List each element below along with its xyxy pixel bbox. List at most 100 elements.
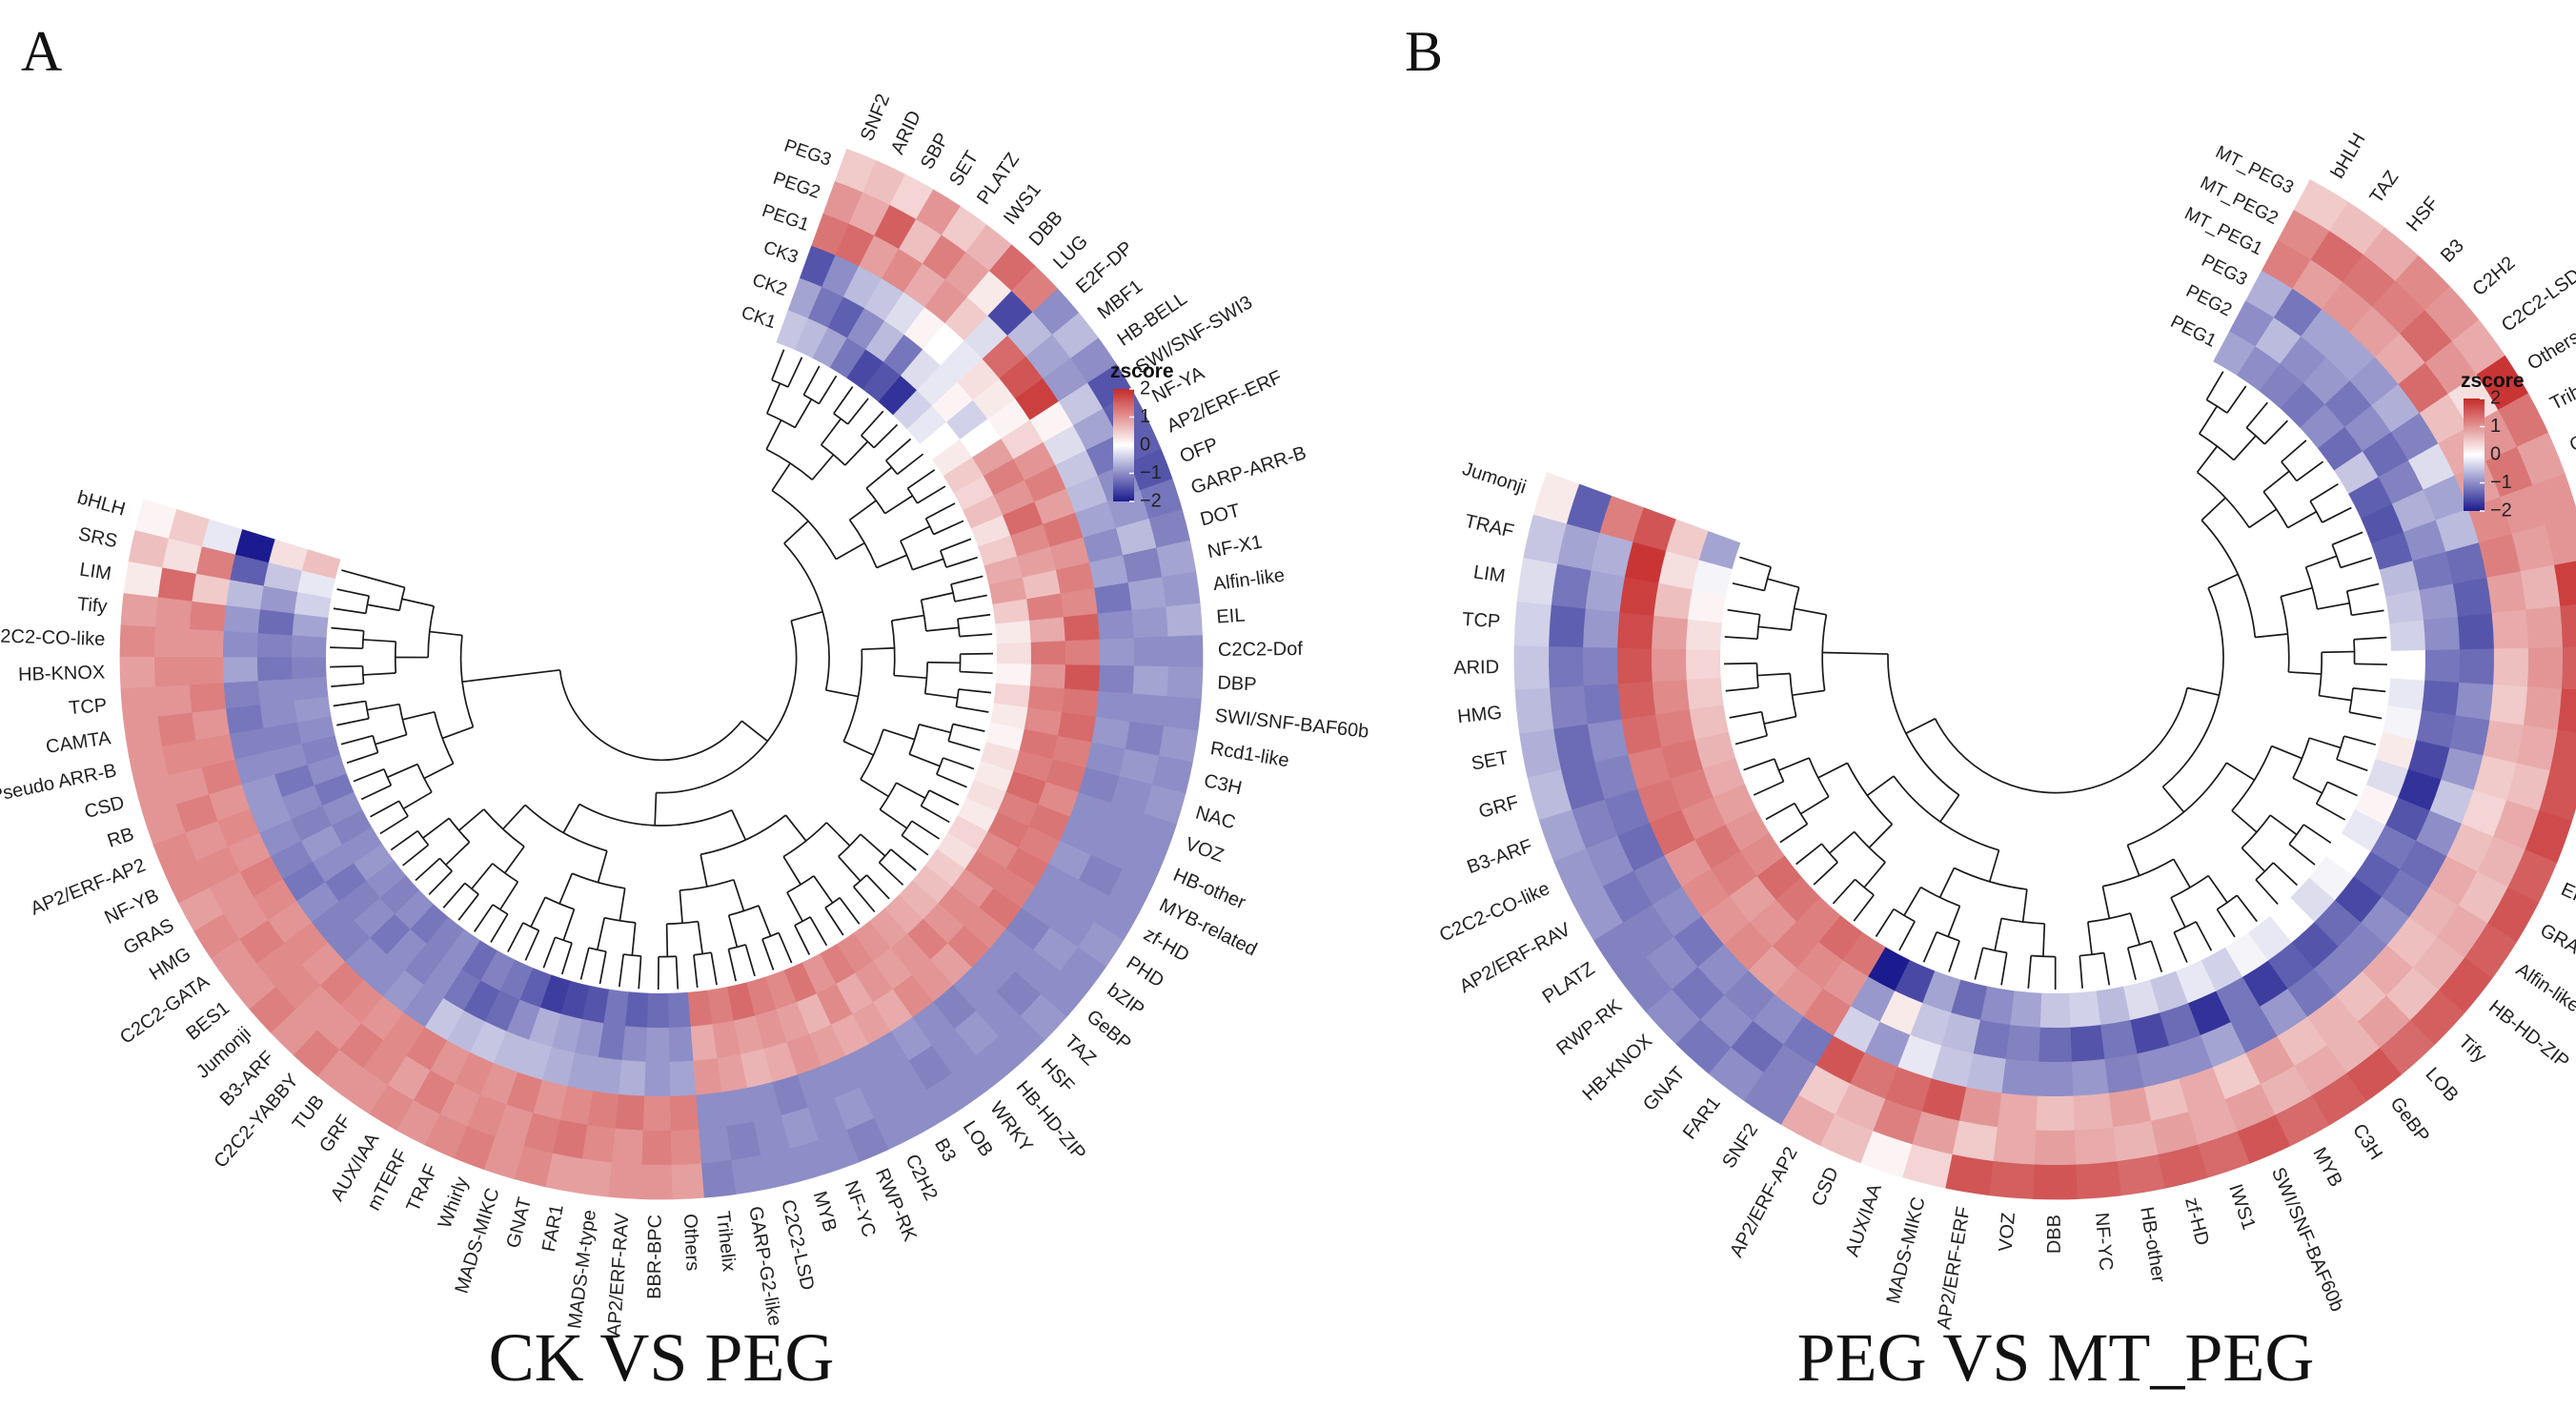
heatmap-cell [268,743,308,775]
heatmap-cell [1649,809,1695,856]
heatmap-cell [916,189,962,235]
heatmap-cell [912,1001,955,1047]
row-label: NF-YC [2091,1212,2117,1272]
heatmap-cell [2325,833,2371,877]
heatmap-cell [1005,847,1049,888]
dendrogram-branch [1988,849,2000,883]
heatmap-cell [2224,932,2268,978]
heatmap-cell [2527,647,2564,689]
dendrogram-branch [908,753,941,767]
dendrogram-branch [333,700,366,707]
heatmap-cell [2438,957,2493,1013]
dendrogram-branch [2255,633,2288,639]
heatmap-cell [1997,1092,2038,1131]
row-label: B3-ARF [1465,835,1535,878]
dendrogram-branch [1948,940,1960,972]
heatmap-cell [1001,419,1045,459]
heatmap-cell [154,596,193,629]
heatmap-cell [2237,1114,2291,1164]
heatmap-cell [687,990,713,1028]
dendrogram-branch [900,525,931,542]
dendrogram-branch [2336,758,2368,772]
heatmap-cell [2096,986,2131,1026]
heatmap-cell [960,419,1002,458]
heatmap-cell [1098,664,1135,695]
panel-a-circular-heatmap: A SNF2ARIDSBPSETPLATZIWS1DBBLUGE2F-DPMBF… [0,20,1369,1396]
heatmap-cell [191,707,231,741]
row-label: bZIP [1104,980,1148,1021]
dendrogram-branch [507,922,524,952]
dendrogram-branch [598,951,607,985]
row-label: C3H [1202,770,1244,799]
dendrogram-branch [833,386,854,415]
dendrogram-branch [1778,757,1810,771]
heatmap-cell [1685,648,1721,680]
dendrogram-arc [558,669,742,761]
dendrogram-branch [1753,781,1784,796]
row-label: SNF2 [1718,1120,1762,1173]
dendrogram-branch [853,886,876,913]
row-label: HMG [1456,703,1503,728]
heatmap-cell [924,279,968,324]
dendrogram-branch [2216,909,2236,938]
dendrogram-branch [890,848,917,871]
legend-tick-label: −1 [2490,472,2512,493]
row-label: AP2/ERF-ERF [1934,1205,1975,1331]
heatmap-cell [2229,300,2275,347]
heatmap-cell [1657,550,1699,590]
heatmap-cell [1651,648,1687,683]
heatmap-cell [726,982,756,1021]
heatmap-cell [881,248,923,293]
heatmap-cell [851,1002,892,1045]
heatmap-cell [559,1086,594,1126]
heatmap-cell [607,1162,642,1199]
row-label: C3H [2348,1120,2386,1164]
heatmap-cell [2385,589,2424,624]
heatmap-cell [1095,690,1133,723]
dendrogram-branch [876,554,907,569]
heatmap-cell [2362,945,2414,997]
heatmap-cell [730,1154,768,1195]
heatmap-cell [830,1013,869,1057]
row-label: LOB [2422,1064,2463,1106]
heatmap-cell [900,349,942,391]
heatmap-cell [920,421,961,460]
heatmap-cell [2247,915,2293,962]
row-label: MADS-MIKC [1883,1195,1930,1306]
dendrogram-branch [1938,868,1956,898]
heatmap-cell [1645,989,1701,1045]
dendrogram-branch [860,778,889,798]
heatmap-cell [2150,1112,2199,1155]
heatmap-cell [1660,739,1703,780]
heatmap-cell [936,832,978,869]
heatmap-cell [2365,759,2409,799]
heatmap-cell [973,761,1014,793]
heatmap-cell [1582,607,1620,648]
dendrogram-branch [882,728,915,741]
dendrogram-arc [1820,843,1838,864]
heatmap-cell [1064,664,1101,692]
heatmap-cell [2455,682,2494,721]
heatmap-cell [514,1145,554,1188]
heatmap-cell [1108,868,1154,913]
heatmap-cell [295,881,339,923]
heatmap-cell [1651,615,1689,650]
row-label: Trihelix [2546,368,2576,414]
heatmap-cell [2241,960,2288,1008]
heatmap-cell [188,628,224,658]
heatmap-cell [707,987,735,1025]
heatmap-cell [822,180,863,224]
heatmap-cell [668,1026,694,1063]
heatmap-cell [134,774,176,815]
row-label: CSD [1808,1164,1843,1210]
heatmap-cell [1921,1078,1967,1121]
dendrogram-branch [802,365,821,396]
heatmap-cell [1616,647,1653,684]
heatmap-cell [1940,1012,1980,1054]
heatmap-cell [1514,687,1554,734]
dendrogram-branch [1758,625,1792,631]
row-label: MYB [809,1189,841,1235]
heatmap-cell [1653,582,1693,620]
heatmap-cell [835,972,874,1015]
heatmap-cell [152,832,197,875]
